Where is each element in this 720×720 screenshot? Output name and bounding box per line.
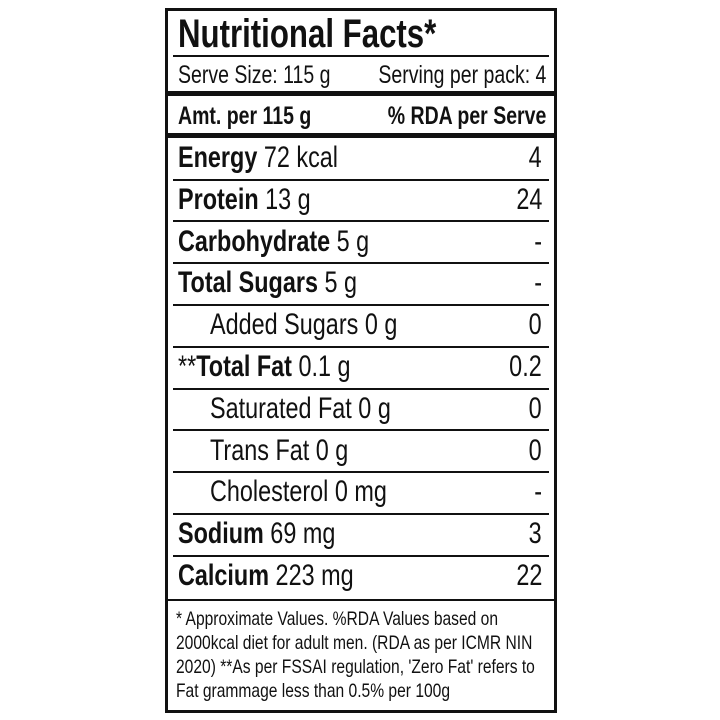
row-divider — [173, 471, 549, 474]
divider — [168, 599, 554, 601]
nutrient-rda: - — [534, 266, 542, 300]
nutrient-name: Added Sugars — [210, 308, 359, 342]
nutrient-amount: 5 g — [336, 224, 370, 258]
row-divider — [173, 554, 549, 557]
nutrient-rda: 0 — [528, 308, 542, 342]
nutrient-row: Trans Fat 0 g 0 — [210, 431, 542, 471]
nutrient-rda: 24 — [515, 182, 542, 216]
nutrient-amount: 13 g — [265, 182, 311, 216]
panel-title: Nutritional Facts* — [178, 11, 509, 56]
serve-size: Serve Size: 115 g — [178, 61, 331, 89]
nutrient-rda: 0.2 — [509, 350, 542, 383]
row-divider — [173, 387, 549, 390]
title-text: Nutritional Facts* — [178, 12, 437, 56]
servings-per-pack: Serving per pack: 4 — [377, 61, 546, 89]
nutrient-rda: 22 — [515, 559, 542, 592]
nutrient-rda: 0 — [528, 391, 542, 425]
nutrient-row: Energy 72 kcal 4 — [178, 138, 542, 178]
row-divider — [173, 220, 549, 223]
nutrient-rda: 4 — [528, 141, 542, 174]
nutrient-amount: 72 kcal — [263, 141, 338, 174]
nutrition-facts-panel: Nutritional Facts* Serve Size: 115 g Ser… — [165, 8, 557, 713]
row-divider — [173, 303, 549, 306]
row-divider — [173, 512, 549, 515]
nutrient-name: Sodium — [178, 517, 264, 551]
row-divider — [173, 262, 549, 265]
row-divider — [173, 178, 549, 181]
nutrient-amount: 0.1 g — [298, 350, 351, 383]
divider — [168, 91, 554, 96]
nutrient-row: Calcium 223 mg 22 — [178, 556, 542, 596]
nutrient-row: Sodium 69 mg 3 — [178, 514, 542, 554]
nutrient-rda: - — [534, 475, 542, 509]
nutrient-prefix: ** — [178, 350, 197, 383]
nutrient-name: Saturated Fat — [210, 391, 352, 425]
nutrient-row: Added Sugars 0 g 0 — [210, 305, 542, 345]
nutrient-rda: 3 — [528, 517, 542, 551]
nutrient-row: Saturated Fat 0 g 0 — [210, 389, 542, 429]
nutrient-row: Cholesterol 0 mg - — [210, 472, 542, 512]
nutrient-row: Total Sugars 5 g - — [178, 263, 542, 303]
nutrient-amount: 69 mg — [270, 517, 336, 551]
nutrient-amount: 223 mg — [275, 559, 354, 592]
nutrient-row: **Total Fat 0.1 g 0.2 — [178, 347, 542, 387]
footnote-text: * Approximate Values. %RDA Values based … — [176, 608, 535, 702]
nutrient-amount: 0 g — [315, 433, 349, 467]
row-divider — [173, 429, 549, 432]
row-divider — [173, 345, 549, 348]
nutrient-name: Trans Fat — [210, 433, 310, 467]
nutrient-name: Carbohydrate — [178, 224, 331, 258]
nutrient-name: Total Fat — [196, 350, 292, 383]
nutrient-row: Carbohydrate 5 g - — [178, 222, 542, 262]
nutrient-amount: 0 g — [358, 391, 391, 425]
nutrient-amount: 0 mg — [334, 475, 387, 509]
amount-header: Amt. per 115 g — [178, 102, 312, 130]
nutrient-rda: - — [534, 224, 542, 258]
nutrient-rda: 0 — [528, 433, 542, 467]
nutrient-name: Protein — [178, 182, 259, 216]
divider — [173, 55, 549, 57]
nutrient-name: Energy — [178, 141, 258, 174]
nutrient-amount: 5 g — [324, 266, 358, 300]
serving-info: Serve Size: 115 g Serving per pack: 4 — [178, 58, 546, 92]
divider — [168, 133, 554, 138]
column-header: Amt. per 115 g % RDA per Serve — [178, 97, 546, 134]
footnote: * Approximate Values. %RDA Values based … — [176, 607, 546, 703]
nutrient-name: Cholesterol — [210, 475, 329, 509]
nutrient-amount: 0 g — [364, 308, 398, 342]
nutrient-row: Protein 13 g 24 — [178, 180, 542, 220]
rda-header: % RDA per Serve — [387, 102, 546, 130]
nutrient-name: Total Sugars — [178, 266, 318, 300]
nutrient-name: Calcium — [178, 559, 270, 592]
